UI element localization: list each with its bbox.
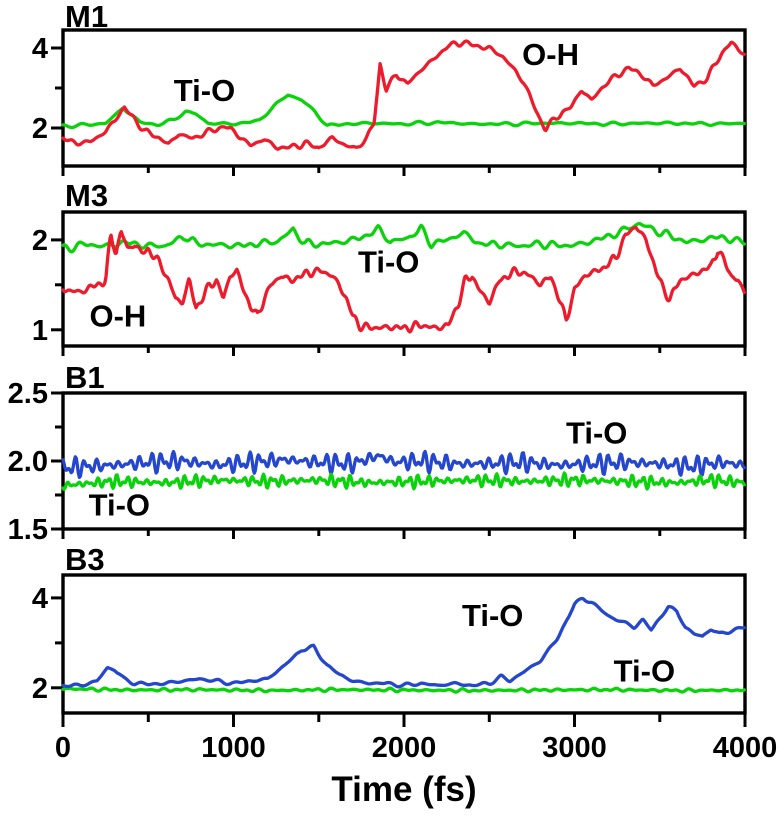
curve-label-B1-Ti-O: Ti-O	[89, 488, 150, 523]
curve-label-M1-O-H: O-H	[522, 37, 579, 72]
curve-label-M3-Ti-O: Ti-O	[358, 245, 419, 280]
y-tick-label: 1	[32, 315, 48, 347]
x-tick-label: 2000	[372, 732, 437, 764]
y-tick-label: 2.0	[8, 446, 48, 478]
panel-label-B1: B1	[65, 360, 105, 395]
trace-M3-O-H-red	[61, 225, 746, 334]
x-tick-label: 0	[55, 732, 71, 764]
curve-label-M1-Ti-O: Ti-O	[174, 73, 235, 108]
panel-label-M1: M1	[65, 0, 108, 34]
trace-B1-Ti-O-green	[61, 471, 746, 492]
generated-chart-layers: 2 4 Ti-O O-H 1 2 O-H Ti-O 1.5 2.0 2.5 Ti-O Ti-O 2 4 Ti-…	[8, 28, 778, 764]
trace-B3-Ti-O-green	[61, 686, 746, 694]
x-axis-title: Time (fs)	[331, 770, 476, 809]
panel-frame-M1	[61, 28, 747, 168]
y-tick-label: 2	[32, 113, 48, 145]
panel-label-M3: M3	[65, 178, 108, 213]
trace-M1-O-H-red	[61, 39, 746, 151]
y-tick-label: 2.5	[8, 378, 48, 410]
trace-B1-Ti-O-blue	[61, 449, 746, 480]
x-tick-label: 4000	[713, 732, 778, 764]
panel-frame-B3	[61, 573, 747, 715]
y-tick-label: 2	[32, 225, 48, 257]
panel-frame-M3	[61, 210, 747, 348]
trace-M1-Ti-O-green	[61, 93, 746, 130]
curve-label-M3-O-H: O-H	[89, 298, 146, 333]
panel-label-B3: B3	[65, 542, 105, 577]
y-tick-label: 4	[32, 583, 48, 615]
x-tick-label: 3000	[542, 732, 607, 764]
curve-label-B3-Ti-O: Ti-O	[614, 654, 675, 689]
x-tick-label: 1000	[201, 732, 266, 764]
y-tick-label: 1.5	[8, 514, 48, 546]
y-tick-label: 2	[32, 673, 48, 705]
y-tick-label: 4	[32, 33, 48, 65]
trace-B3-Ti-O-blue	[61, 596, 746, 689]
curve-label-B1-Ti-O: Ti-O	[566, 415, 627, 450]
curve-label-B3-Ti-O: Ti-O	[462, 598, 523, 633]
